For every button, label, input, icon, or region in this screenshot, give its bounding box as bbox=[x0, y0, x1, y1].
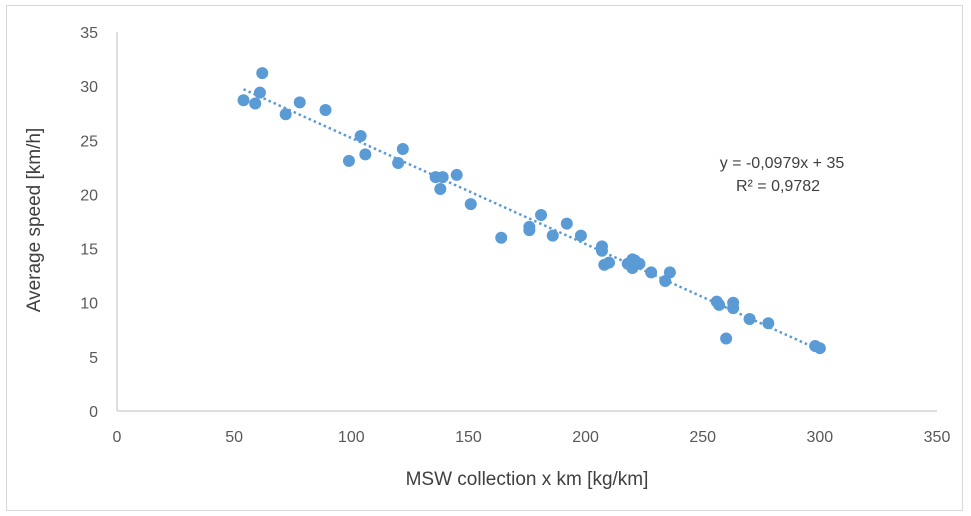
data-points bbox=[237, 67, 826, 355]
x-tick-label: 350 bbox=[924, 429, 951, 446]
data-point bbox=[743, 312, 756, 325]
data-point bbox=[495, 231, 508, 244]
data-point bbox=[256, 67, 269, 80]
data-point bbox=[392, 157, 405, 170]
y-tick-label: 15 bbox=[80, 242, 98, 259]
data-point bbox=[727, 302, 740, 315]
data-point bbox=[595, 244, 608, 257]
data-point bbox=[354, 129, 367, 142]
x-tick-label: 0 bbox=[113, 429, 122, 446]
data-point bbox=[535, 209, 548, 222]
y-tick-label: 30 bbox=[80, 79, 98, 96]
x-tick-label: 50 bbox=[225, 429, 243, 446]
x-tick-label: 100 bbox=[338, 429, 365, 446]
x-tick-labels: 0 50 100 150 200 250 300 350 bbox=[113, 429, 951, 446]
data-point bbox=[237, 94, 250, 107]
data-point bbox=[720, 332, 733, 345]
y-axis-title: Average speed [km/h] bbox=[24, 128, 45, 312]
data-point bbox=[663, 266, 676, 279]
data-point bbox=[434, 183, 447, 196]
data-point bbox=[396, 142, 409, 155]
data-point bbox=[450, 168, 463, 181]
chart-area bbox=[6, 5, 963, 511]
data-point bbox=[279, 108, 292, 121]
data-point bbox=[762, 317, 775, 330]
y-tick-labels: 0 5 10 15 20 25 30 35 bbox=[80, 25, 98, 421]
data-point bbox=[713, 298, 726, 311]
data-point bbox=[523, 224, 536, 237]
trendline-equation: y = -0,0979x + 35 bbox=[720, 155, 845, 172]
data-point bbox=[813, 342, 826, 355]
trendline bbox=[242, 88, 821, 352]
x-tick-label: 200 bbox=[572, 429, 599, 446]
data-point bbox=[603, 256, 615, 269]
axes bbox=[116, 32, 937, 412]
y-tick-label: 0 bbox=[89, 404, 98, 421]
data-point bbox=[249, 97, 262, 110]
x-axis-title: MSW collection x km [kg/km] bbox=[406, 469, 649, 490]
data-point bbox=[546, 229, 559, 242]
data-point bbox=[574, 229, 587, 242]
data-point bbox=[633, 257, 646, 270]
y-tick-label: 5 bbox=[89, 350, 98, 367]
data-point bbox=[359, 148, 372, 161]
x-tick-label: 150 bbox=[455, 429, 482, 446]
trendline-r2: R² = 0,9782 bbox=[736, 178, 820, 195]
y-tick-label: 35 bbox=[80, 25, 98, 42]
data-point bbox=[436, 171, 449, 184]
y-tick-label: 10 bbox=[80, 296, 98, 313]
data-point bbox=[342, 154, 355, 167]
x-tick-label: 300 bbox=[807, 429, 834, 446]
data-point bbox=[464, 198, 477, 211]
data-point bbox=[253, 86, 266, 99]
data-point bbox=[319, 103, 332, 116]
x-tick-label: 250 bbox=[689, 429, 716, 446]
data-point bbox=[645, 266, 658, 279]
y-tick-label: 20 bbox=[80, 187, 98, 204]
data-point bbox=[293, 96, 306, 109]
data-point bbox=[560, 217, 573, 230]
y-tick-label: 25 bbox=[80, 133, 98, 150]
